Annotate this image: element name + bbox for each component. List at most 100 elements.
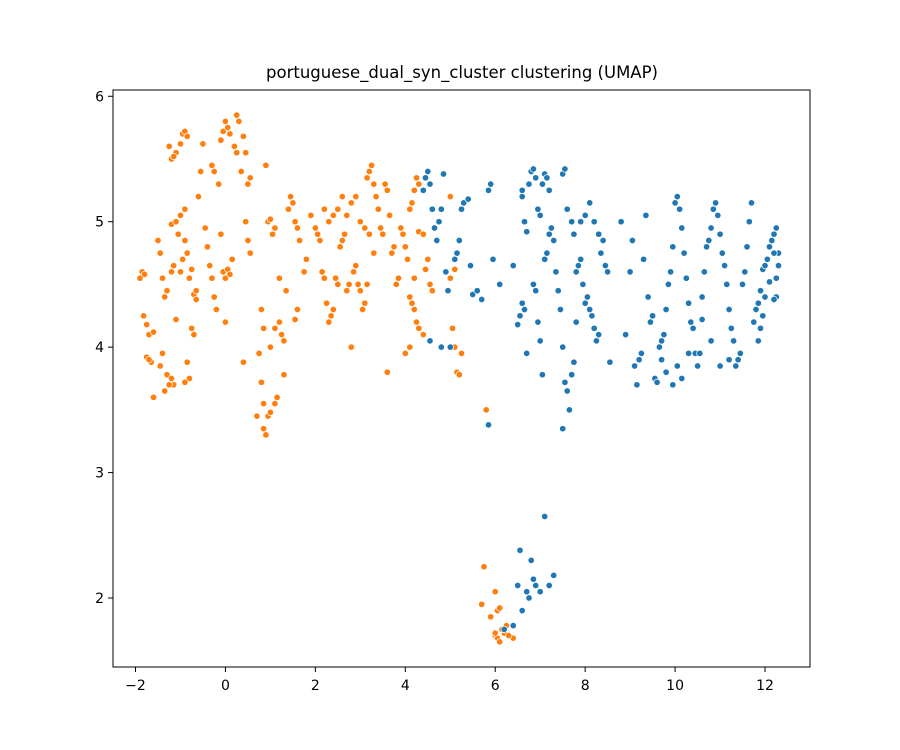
data-point-s1-170 [754,299,762,307]
data-point-s0-29 [174,230,182,238]
data-point-s0-167 [379,230,387,238]
data-point-s1-24 [478,295,486,304]
data-point-s1-162 [736,349,744,357]
data-point-s1-175 [765,243,774,251]
data-point-s0-223 [491,629,499,637]
data-point-s0-111 [287,193,295,201]
data-point-s1-166 [745,218,753,226]
data-point-s0-108 [280,371,288,379]
data-point-s1-187 [772,274,780,282]
data-point-s0-184 [415,180,423,188]
data-point-s0-187 [410,305,418,314]
data-point-s0-193 [421,265,430,273]
data-point-s0-19 [156,249,164,257]
data-point-s0-136 [334,280,342,288]
data-point-s1-95 [577,218,585,226]
data-point-s1-141 [689,324,697,332]
data-point-s0-15 [167,374,176,383]
data-point-s0-64 [221,274,229,282]
data-point-s0-212 [478,600,486,608]
data-point-s0-181 [408,199,416,207]
data-point-s1-196 [716,362,724,370]
data-point-s1-69 [572,318,580,326]
data-point-s0-12 [158,349,167,357]
data-point-s1-66 [559,425,567,433]
data-point-s0-148 [361,299,369,307]
data-point-s0-78 [239,132,247,140]
data-point-s0-95 [262,431,270,439]
chart-title: portuguese_dual_syn_cluster clustering (… [266,63,658,83]
data-point-s1-63 [561,378,569,386]
data-point-s0-86 [185,374,193,383]
data-point-s0-17 [165,381,173,389]
data-point-s1-198 [707,337,715,345]
data-point-s1-90 [606,358,614,366]
data-point-s1-18 [457,205,466,213]
data-point-s1-131 [667,268,675,276]
data-point-s0-50 [194,193,202,201]
data-point-s0-125 [307,211,315,219]
data-point-s0-61 [215,180,223,188]
data-point-s1-81 [586,305,594,314]
data-point-s0-69 [219,127,227,135]
data-point-s1-171 [756,287,765,295]
data-point-s0-134 [329,305,337,314]
data-point-s0-168 [381,180,389,188]
data-point-s1-157 [725,305,733,314]
x-tick-label: −2 [125,678,146,694]
data-point-s1-113 [626,268,634,276]
data-point-s1-168 [750,318,758,326]
data-point-s0-58 [212,305,220,314]
data-point-s1-121 [644,293,652,301]
data-point-s0-162 [368,161,376,169]
data-point-s1-143 [694,362,702,370]
data-point-s0-52 [199,140,207,148]
data-point-s0-44 [188,265,196,273]
data-point-s0-120 [275,274,283,282]
data-point-s0-155 [343,211,351,219]
y-tick-label: 6 [95,89,104,105]
data-point-s0-124 [266,343,274,351]
data-point-s0-75 [233,111,241,119]
data-point-s0-169 [383,186,391,194]
data-point-s1-190 [669,381,677,389]
data-point-s0-73 [230,142,238,150]
data-point-s1-21 [466,262,475,270]
data-point-s0-24 [170,262,178,270]
data-point-s1-89 [604,268,612,276]
data-point-s0-102 [266,215,274,223]
data-point-s0-110 [284,205,292,213]
data-point-s0-149 [363,280,371,288]
x-tick-label: 2 [311,678,320,694]
data-point-s0-144 [352,262,360,270]
data-point-s1-8 [437,205,445,213]
data-point-s0-114 [293,224,301,232]
data-point-s1-101 [525,594,533,602]
data-point-s0-206 [446,274,454,282]
data-point-s1-53 [523,349,531,357]
x-tick-label: 10 [666,678,684,694]
data-point-s0-2 [140,270,149,278]
data-point-s1-26 [487,180,495,188]
data-point-s0-200 [446,193,454,201]
data-point-s1-140 [687,318,695,326]
data-point-s1-19 [460,199,468,207]
data-point-s1-20 [464,195,472,203]
data-point-s1-36 [520,218,529,226]
data-point-s0-165 [374,205,382,213]
data-point-s1-174 [763,255,771,263]
data-point-s1-197 [725,356,733,364]
data-point-s1-186 [754,337,762,345]
data-point-s0-92 [257,378,265,386]
data-point-s0-70 [221,117,229,125]
data-point-s0-123 [260,324,268,332]
data-point-s1-42 [534,205,542,213]
x-tick-label: 12 [756,678,774,694]
data-point-s1-64 [563,387,571,395]
data-point-s1-33 [518,299,526,307]
data-point-s1-154 [718,249,726,257]
data-point-s1-31 [514,321,522,329]
data-point-s1-183 [761,293,769,301]
data-point-s0-150 [320,205,328,213]
